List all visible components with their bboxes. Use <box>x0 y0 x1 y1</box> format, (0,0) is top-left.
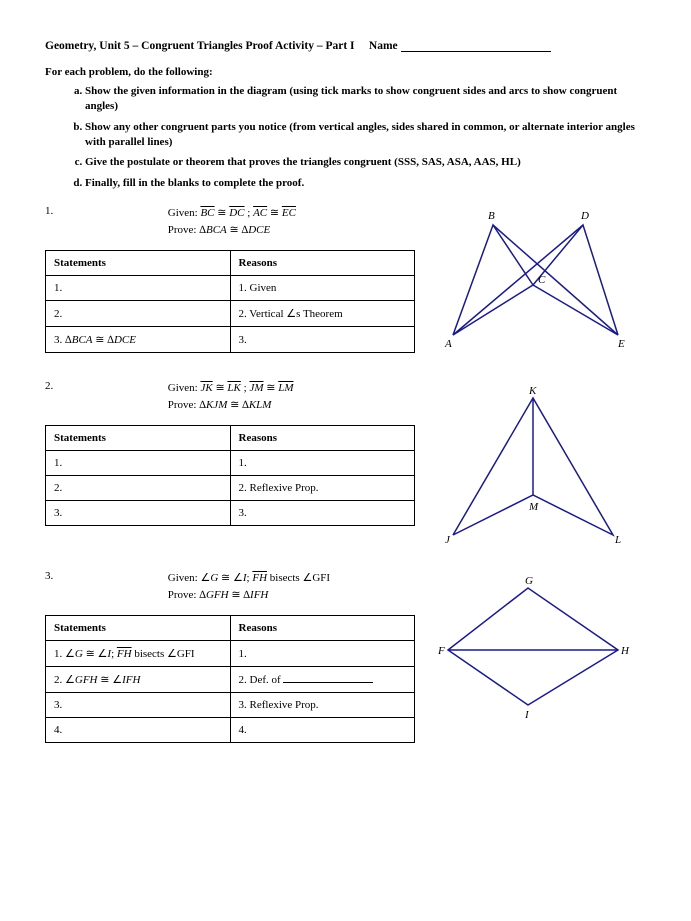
vertex-label: A <box>444 338 452 350</box>
problem-2-left: 2. Given: JK ≅ LK ; JM ≅ LM Prove: ∆KJM … <box>45 380 415 526</box>
vertex-label: K <box>528 385 537 397</box>
given-label: Given: <box>168 207 198 219</box>
table-row: 3. 3. <box>46 501 415 526</box>
vertex-label: E <box>617 338 625 350</box>
problem-1-figure: B D C A E <box>433 205 633 358</box>
worksheet-title: Geometry, Unit 5 – Congruent Triangles P… <box>45 40 355 52</box>
problem-1-number: 1. <box>45 205 75 217</box>
given-label: Given: <box>168 382 198 394</box>
vertex-label: B <box>488 210 495 222</box>
problem-1-gp: Given: BC ≅ DC ; AC ≅ EC Prove: ∆BCA ≅ ∆… <box>168 205 296 238</box>
proof-table-1: Statements Reasons 1. 1. Given 2. 2. Ver… <box>45 250 415 353</box>
reason-header: Reasons <box>230 616 415 641</box>
problem-3-gp: Given: ∠G ≅ ∠I; FH bisects ∠GFI Prove: ∆… <box>168 570 330 603</box>
vertex-label: H <box>620 645 630 657</box>
vertex-label: J <box>445 534 451 545</box>
given-text: ∠G ≅ ∠I; FH bisects ∠GFI <box>200 572 330 584</box>
problem-2-number: 2. <box>45 380 75 392</box>
prove-label: Prove: <box>168 399 197 411</box>
stmt-header: Statements <box>46 251 231 276</box>
intro-text: For each problem, do the following: <box>45 66 646 78</box>
problem-3-number: 3. <box>45 570 75 582</box>
instruction-a: Show the given information in the diagra… <box>85 84 646 114</box>
problem-2-figure: K M J L <box>433 380 633 548</box>
instruction-list: Show the given information in the diagra… <box>45 84 646 191</box>
vertex-label: D <box>580 210 589 222</box>
given-label: Given: <box>168 572 198 584</box>
reason-cell: 1. <box>230 451 415 476</box>
reason-cell: 2. Vertical ∠s Theorem <box>230 301 415 327</box>
triangle-diagram-1 <box>453 225 618 335</box>
stmt-cell: 1. <box>46 451 231 476</box>
reason-header: Reasons <box>230 426 415 451</box>
stmt-cell: 1. <box>46 276 231 301</box>
stmt-header: Statements <box>46 426 231 451</box>
stmt-cell: 2. <box>46 301 231 327</box>
triangle-diagram-3 <box>448 588 618 705</box>
vertex-label: L <box>614 534 621 545</box>
prove-label: Prove: <box>168 224 197 236</box>
table-row: 4. 4. <box>46 718 415 743</box>
prove-text: ∆GFH ≅ ∆IFH <box>199 589 268 601</box>
table-row: 1. ∠G ≅ ∠I; FH bisects ∠GFI 1. <box>46 641 415 667</box>
stmt-cell: 3. <box>46 693 231 718</box>
problem-1: 1. Given: BC ≅ DC ; AC ≅ EC Prove: ∆BCA … <box>45 205 646 358</box>
proof-table-2: Statements Reasons 1. 1. 2. 2. Reflexive… <box>45 425 415 526</box>
table-row: 3. ∆BCA ≅ ∆DCE 3. <box>46 327 415 353</box>
reason-cell: 2. Reflexive Prop. <box>230 476 415 501</box>
stmt-cell: 2. ∠GFH ≅ ∠IFH <box>46 667 231 693</box>
stmt-cell: 2. <box>46 476 231 501</box>
prove-text: ∆KJM ≅ ∆KLM <box>199 399 271 411</box>
reason-cell: 4. <box>230 718 415 743</box>
reason-cell: 1. <box>230 641 415 667</box>
name-blank[interactable] <box>401 51 551 52</box>
page-header: Geometry, Unit 5 – Congruent Triangles P… <box>45 40 646 52</box>
table-row: 2. ∠GFH ≅ ∠IFH 2. Def. of <box>46 667 415 693</box>
reason-cell: 2. Def. of <box>230 667 415 693</box>
instruction-b: Show any other congruent parts you notic… <box>85 120 646 150</box>
reason-cell: 3. <box>230 327 415 353</box>
problem-2: 2. Given: JK ≅ LK ; JM ≅ LM Prove: ∆KJM … <box>45 380 646 548</box>
stmt-cell: 1. ∠G ≅ ∠I; FH bisects ∠GFI <box>46 641 231 667</box>
table-row: 1. 1. Given <box>46 276 415 301</box>
table-row: 2. 2. Reflexive Prop. <box>46 476 415 501</box>
vertex-label: F <box>437 645 445 657</box>
reason-cell: 1. Given <box>230 276 415 301</box>
problem-1-left: 1. Given: BC ≅ DC ; AC ≅ EC Prove: ∆BCA … <box>45 205 415 353</box>
table-row: 1. 1. <box>46 451 415 476</box>
instruction-d: Finally, fill in the blanks to complete … <box>85 176 646 191</box>
prove-text: ∆BCA ≅ ∆DCE <box>199 224 270 236</box>
problem-3-figure: G F H I <box>433 570 633 723</box>
vertex-label: C <box>538 274 546 286</box>
triangle-diagram-2 <box>453 398 613 535</box>
reason-cell: 3. <box>230 501 415 526</box>
table-row: 3. 3. Reflexive Prop. <box>46 693 415 718</box>
vertex-label: G <box>525 575 533 587</box>
stmt-cell: 4. <box>46 718 231 743</box>
vertex-label: I <box>524 709 530 720</box>
table-row: 2. 2. Vertical ∠s Theorem <box>46 301 415 327</box>
problem-2-gp: Given: JK ≅ LK ; JM ≅ LM Prove: ∆KJM ≅ ∆… <box>168 380 294 413</box>
stmt-cell: 3. ∆BCA ≅ ∆DCE <box>46 327 231 353</box>
proof-table-3: Statements Reasons 1. ∠G ≅ ∠I; FH bisect… <box>45 615 415 743</box>
given-text: JK ≅ LK ; JM ≅ LM <box>200 382 293 394</box>
reason-cell: 3. Reflexive Prop. <box>230 693 415 718</box>
reason-header: Reasons <box>230 251 415 276</box>
stmt-cell: 3. <box>46 501 231 526</box>
instruction-c: Give the postulate or theorem that prove… <box>85 155 646 170</box>
problem-3-left: 3. Given: ∠G ≅ ∠I; FH bisects ∠GFI Prove… <box>45 570 415 743</box>
problem-3: 3. Given: ∠G ≅ ∠I; FH bisects ∠GFI Prove… <box>45 570 646 743</box>
prove-label: Prove: <box>168 589 197 601</box>
stmt-header: Statements <box>46 616 231 641</box>
vertex-label: M <box>528 501 539 513</box>
given-text: BC ≅ DC ; AC ≅ EC <box>200 207 295 219</box>
name-label: Name <box>369 40 398 52</box>
